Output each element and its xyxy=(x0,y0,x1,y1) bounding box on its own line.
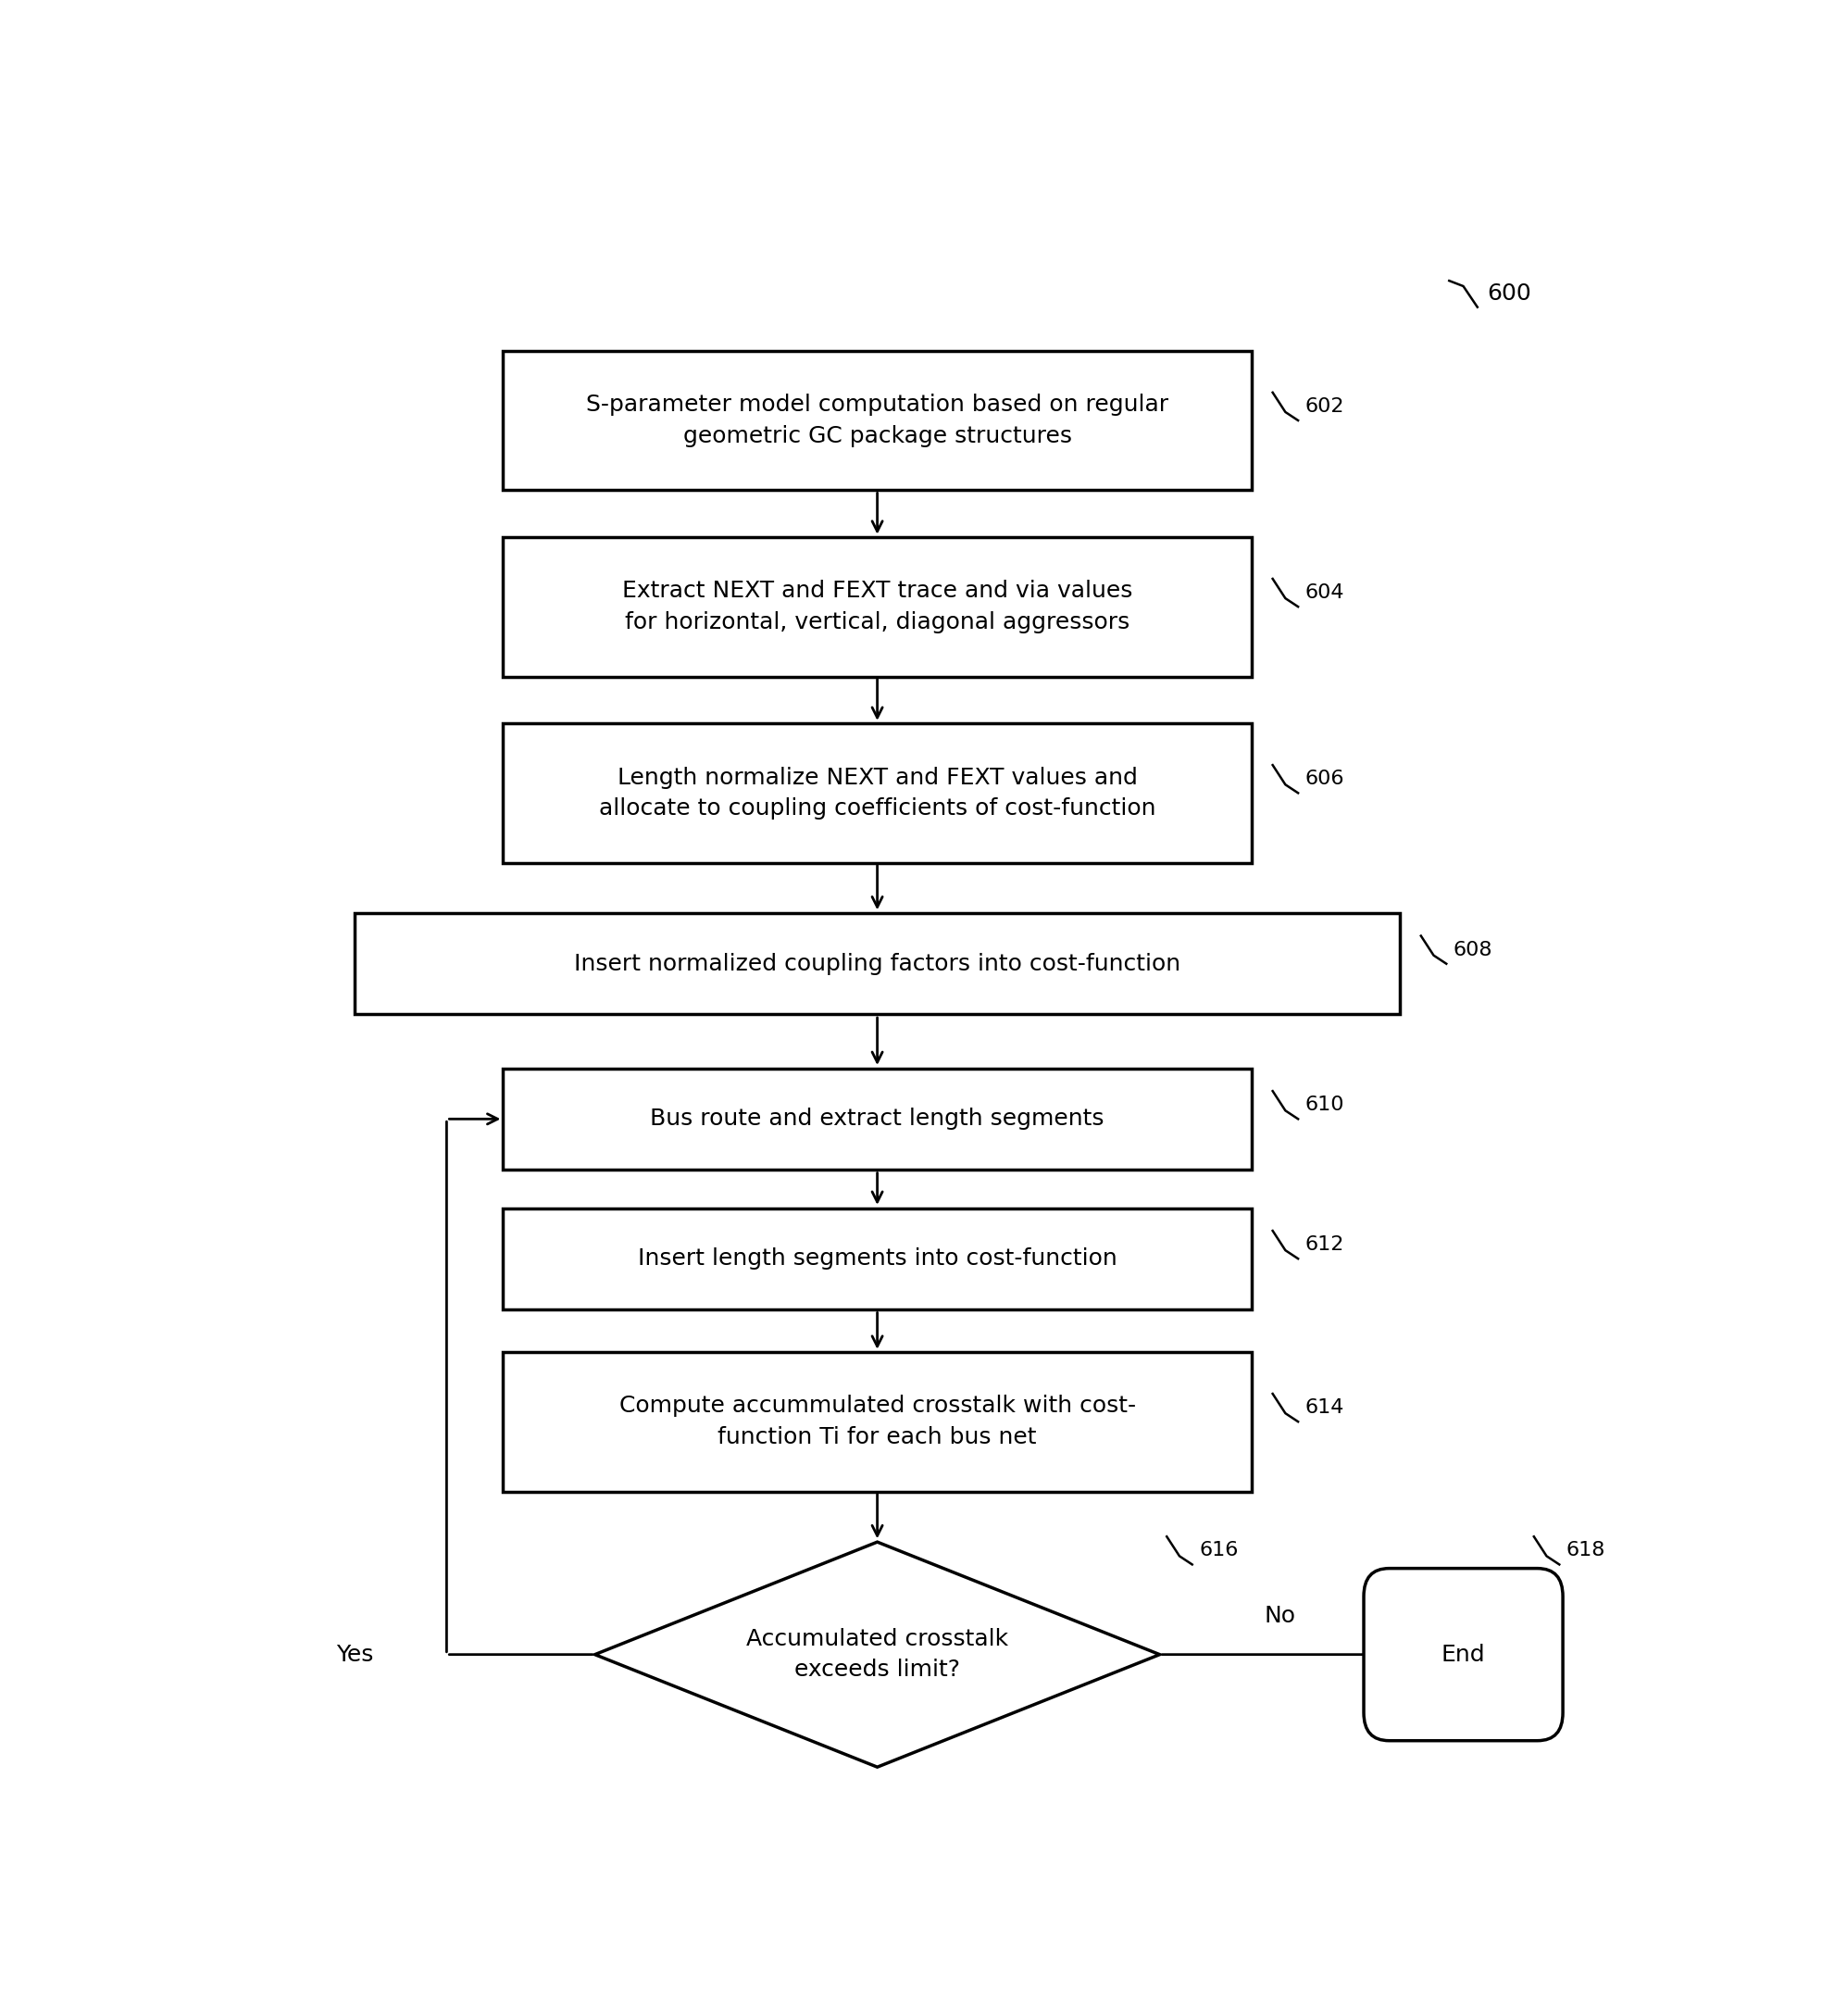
Text: 614: 614 xyxy=(1305,1399,1345,1417)
Text: Compute accummulated crosstalk with cost-
function Ti for each bus net: Compute accummulated crosstalk with cost… xyxy=(619,1395,1135,1447)
Text: Accumulated crosstalk
exceeds limit?: Accumulated crosstalk exceeds limit? xyxy=(747,1627,1008,1681)
Text: Yes: Yes xyxy=(335,1643,374,1665)
Text: Insert length segments into cost-function: Insert length segments into cost-functio… xyxy=(638,1248,1117,1270)
FancyBboxPatch shape xyxy=(503,1353,1252,1492)
FancyBboxPatch shape xyxy=(503,351,1252,490)
FancyBboxPatch shape xyxy=(355,913,1399,1014)
Text: 604: 604 xyxy=(1305,583,1345,603)
Text: 606: 606 xyxy=(1305,770,1345,788)
Text: 612: 612 xyxy=(1305,1236,1345,1254)
Text: Extract NEXT and FEXT trace and via values
for horizontal, vertical, diagonal ag: Extract NEXT and FEXT trace and via valu… xyxy=(621,581,1133,633)
Text: S-parameter model computation based on regular
geometric GC package structures: S-parameter model computation based on r… xyxy=(587,393,1168,448)
Text: 608: 608 xyxy=(1454,941,1492,960)
FancyBboxPatch shape xyxy=(503,536,1252,677)
FancyBboxPatch shape xyxy=(503,724,1252,863)
Text: 616: 616 xyxy=(1199,1542,1239,1560)
FancyBboxPatch shape xyxy=(1363,1568,1563,1740)
Text: 600: 600 xyxy=(1487,282,1532,304)
Polygon shape xyxy=(596,1542,1161,1768)
Text: End: End xyxy=(1441,1643,1485,1665)
Text: 602: 602 xyxy=(1305,397,1345,415)
FancyBboxPatch shape xyxy=(503,1068,1252,1169)
Text: No: No xyxy=(1264,1605,1295,1627)
Text: Insert normalized coupling factors into cost-function: Insert normalized coupling factors into … xyxy=(574,954,1181,976)
FancyBboxPatch shape xyxy=(503,1208,1252,1308)
Text: 618: 618 xyxy=(1567,1542,1605,1560)
Text: 610: 610 xyxy=(1305,1097,1345,1115)
Text: Bus route and extract length segments: Bus route and extract length segments xyxy=(650,1109,1104,1131)
Text: Length normalize NEXT and FEXT values and
allocate to coupling coefficients of c: Length normalize NEXT and FEXT values an… xyxy=(599,766,1155,821)
